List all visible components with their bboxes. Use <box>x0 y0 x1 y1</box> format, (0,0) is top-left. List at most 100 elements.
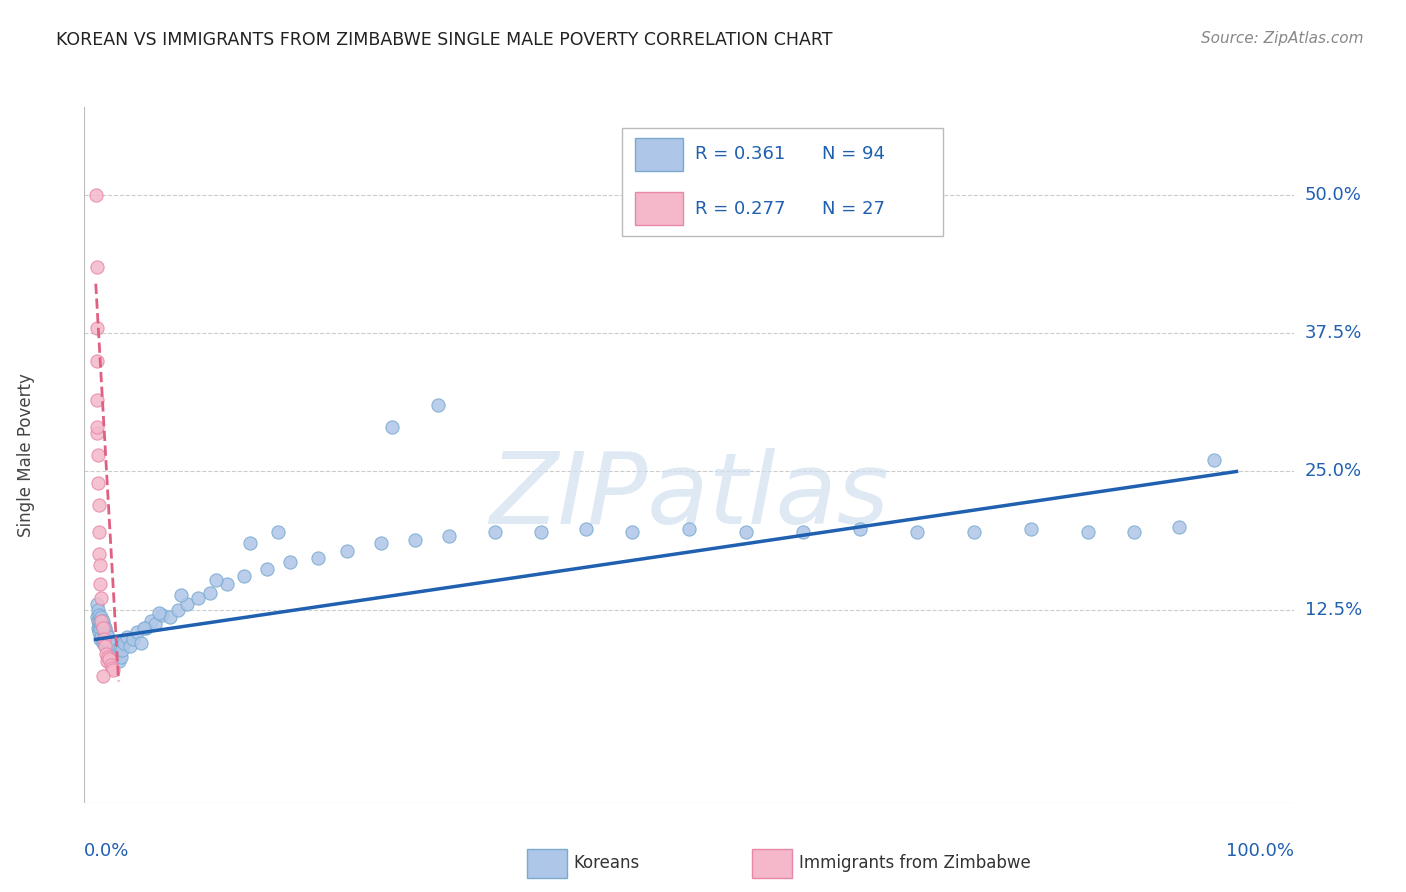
Point <box>86 425 108 440</box>
Point <box>139 614 162 628</box>
Point <box>792 525 814 540</box>
Point <box>132 621 155 635</box>
Point <box>103 635 125 649</box>
Point <box>381 420 404 434</box>
Text: Immigrants from Zimbabwe: Immigrants from Zimbabwe <box>799 855 1031 872</box>
Point <box>104 650 127 665</box>
Point <box>90 614 112 628</box>
Point <box>118 639 141 653</box>
Point <box>678 522 700 536</box>
Point <box>167 602 190 616</box>
Point <box>91 621 114 635</box>
Point <box>86 392 108 407</box>
Point <box>108 641 131 656</box>
Point <box>93 632 115 647</box>
Point <box>87 602 110 616</box>
Text: R = 0.361: R = 0.361 <box>695 145 785 163</box>
Text: 100.0%: 100.0% <box>1226 842 1294 860</box>
Point <box>135 621 157 635</box>
Point <box>112 635 135 649</box>
Point <box>1019 522 1042 536</box>
Point <box>100 650 122 665</box>
Point <box>103 647 125 661</box>
Point <box>427 398 450 412</box>
Point <box>239 536 262 550</box>
Point <box>101 663 124 677</box>
Point <box>100 641 122 656</box>
Point <box>90 610 112 624</box>
Point <box>94 639 117 653</box>
Point <box>439 528 461 542</box>
Point <box>100 661 122 675</box>
Point <box>89 608 111 623</box>
Point <box>96 635 118 649</box>
Point <box>187 591 209 606</box>
Point <box>96 655 118 669</box>
Point <box>86 321 108 335</box>
Text: R = 0.277: R = 0.277 <box>695 200 786 218</box>
Point <box>307 550 329 565</box>
Point <box>94 632 117 647</box>
Point <box>90 616 112 631</box>
Point <box>1168 519 1191 533</box>
Point <box>89 525 111 540</box>
Point <box>107 647 129 661</box>
FancyBboxPatch shape <box>623 128 943 235</box>
Text: N = 94: N = 94 <box>823 145 884 163</box>
Point <box>96 643 118 657</box>
Point <box>98 635 121 649</box>
Point <box>91 669 114 683</box>
Point <box>1122 525 1144 540</box>
Text: KOREAN VS IMMIGRANTS FROM ZIMBABWE SINGLE MALE POVERTY CORRELATION CHART: KOREAN VS IMMIGRANTS FROM ZIMBABWE SINGL… <box>56 31 832 49</box>
Point <box>256 562 278 576</box>
Point <box>267 525 290 540</box>
Point <box>89 619 111 633</box>
Point <box>89 614 111 628</box>
Point <box>94 647 117 661</box>
Point <box>86 188 108 202</box>
Point <box>89 624 111 639</box>
Point <box>89 547 111 561</box>
Point <box>150 608 173 623</box>
Point <box>94 624 117 639</box>
Point <box>100 639 122 653</box>
Point <box>87 475 110 490</box>
Point <box>849 522 872 536</box>
Point <box>93 632 115 647</box>
Point <box>176 597 198 611</box>
Text: 50.0%: 50.0% <box>1305 186 1361 204</box>
Text: ZIPatlas: ZIPatlas <box>489 448 889 545</box>
Point <box>98 652 121 666</box>
Point <box>1202 453 1225 467</box>
Point <box>278 555 301 569</box>
Point <box>87 614 110 628</box>
Point <box>233 569 256 583</box>
Point <box>89 621 111 635</box>
Point <box>86 420 108 434</box>
Point <box>91 635 114 649</box>
Point <box>110 650 132 665</box>
Point <box>143 616 166 631</box>
Point <box>404 533 426 547</box>
Point <box>1077 525 1099 540</box>
Point <box>87 498 110 512</box>
Point <box>93 619 115 633</box>
Point <box>89 632 111 647</box>
Point <box>101 652 124 666</box>
Point <box>105 643 128 657</box>
Point <box>735 525 758 540</box>
Text: Source: ZipAtlas.com: Source: ZipAtlas.com <box>1201 31 1364 46</box>
Point <box>86 260 108 275</box>
Text: 0.0%: 0.0% <box>84 842 129 860</box>
Point <box>101 639 124 653</box>
Point <box>96 628 118 642</box>
Text: Koreans: Koreans <box>574 855 640 872</box>
Point <box>100 647 122 661</box>
Point <box>93 624 115 639</box>
Point <box>111 643 134 657</box>
Point <box>115 630 138 644</box>
Point <box>90 591 112 606</box>
Point <box>125 624 148 639</box>
Point <box>91 614 114 628</box>
Point <box>100 657 122 672</box>
